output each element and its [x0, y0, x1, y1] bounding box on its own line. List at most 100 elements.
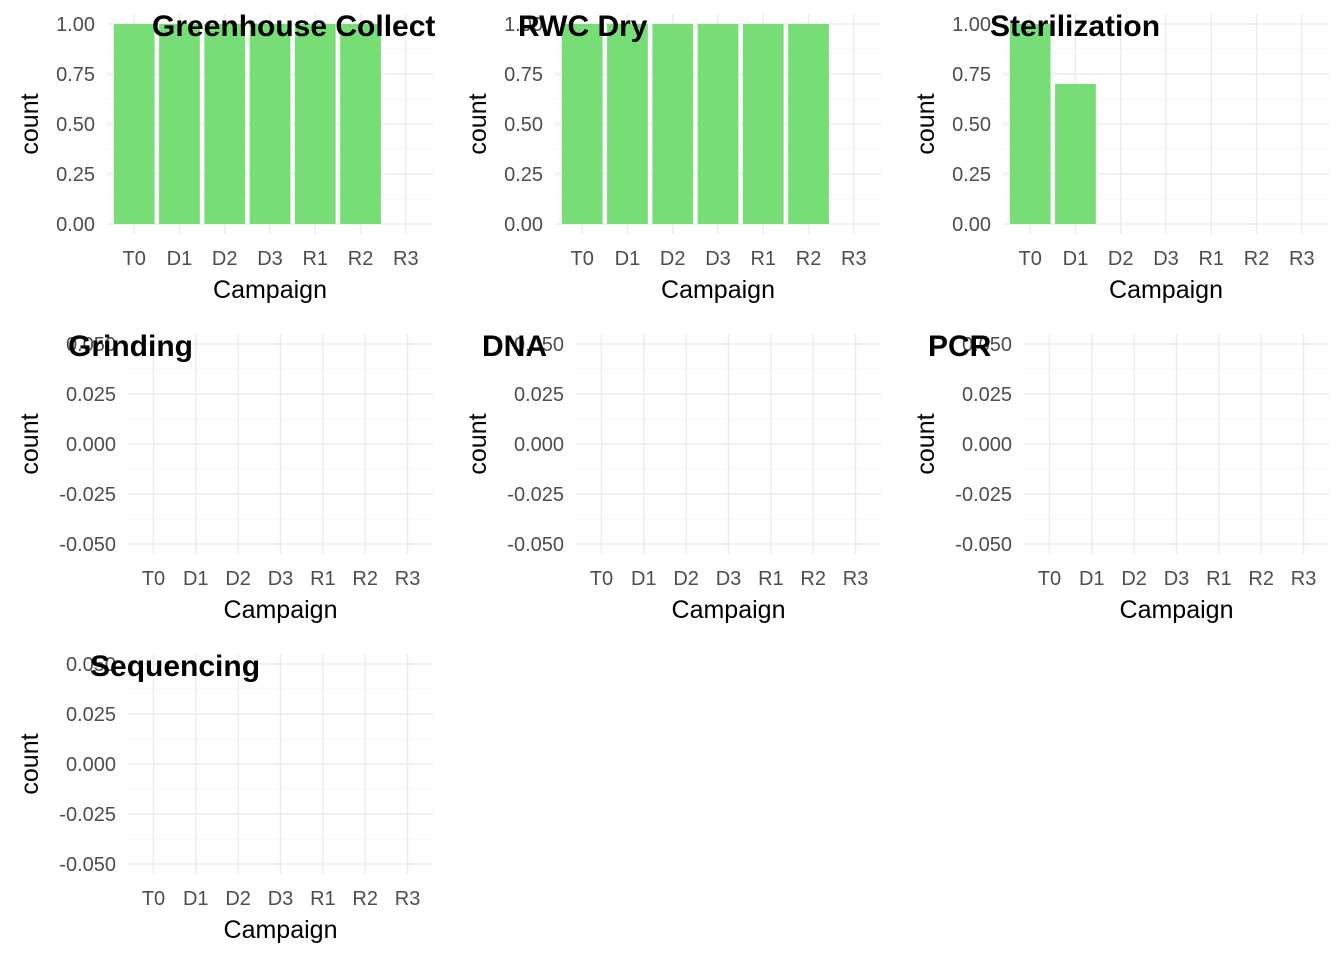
x-tick-label: R2 [1248, 568, 1274, 590]
x-tick-label: D1 [183, 568, 209, 590]
x-tick-label: R2 [796, 248, 822, 270]
x-tick-label: R3 [393, 248, 419, 270]
bar-d2 [652, 24, 694, 224]
y-tick-label: 0.00 [952, 214, 991, 236]
x-tick-label: D2 [1121, 568, 1147, 590]
panel-rwc-dry: 0.00 0.25 0.50 0.75 1.00 T0 D1 D2 D3 R1 R2 R3 Campai… [464, 10, 881, 304]
y-tick-label: 0.50 [56, 114, 95, 136]
y-tick-label: 0.25 [952, 164, 991, 186]
y-tick-label: 0.00 [504, 214, 543, 236]
y-tick-label: 0.75 [56, 64, 95, 86]
x-tick-label: R1 [310, 568, 336, 590]
y-tick-label: 0.75 [952, 64, 991, 86]
y-tick-label: -0.025 [59, 484, 116, 506]
panel-title: RWC Dry [518, 10, 648, 43]
y-tick-label: 0.025 [66, 384, 116, 406]
bar-r2 [788, 24, 829, 224]
x-tick-label: R3 [843, 568, 869, 590]
panel-title: Grinding [68, 330, 193, 363]
y-tick-label: 0.000 [962, 434, 1012, 456]
y-tick-label: 0.25 [56, 164, 95, 186]
x-axis-title: Campaign [1120, 596, 1234, 624]
x-tick-label: D1 [615, 248, 641, 270]
y-axis-title: count [16, 93, 44, 154]
x-tick-label: D3 [1153, 248, 1179, 270]
x-axis-title: Campaign [213, 276, 327, 304]
x-tick-label: R2 [352, 568, 378, 590]
x-axis-title: Campaign [672, 596, 786, 624]
y-tick-label: -0.050 [59, 854, 116, 876]
x-tick-label: D1 [631, 568, 657, 590]
y-tick-label: 0.75 [504, 64, 543, 86]
y-axis-title: count [16, 733, 44, 794]
x-tick-label: D3 [257, 248, 283, 270]
panel-title: PCR [928, 330, 992, 363]
x-tick-label: R1 [1206, 568, 1232, 590]
x-tick-label: R3 [841, 248, 867, 270]
x-tick-label: R3 [395, 888, 421, 910]
bar-t0 [1009, 24, 1051, 224]
y-tick-label: -0.050 [59, 534, 116, 556]
bar-d3 [697, 24, 739, 224]
y-tick-label: 0.000 [66, 434, 116, 456]
x-tick-label: D1 [1079, 568, 1105, 590]
x-tick-label: D3 [716, 568, 742, 590]
panel-title: DNA [482, 330, 547, 363]
x-tick-label: D2 [225, 888, 251, 910]
y-tick-label: 1.00 [952, 14, 991, 36]
bar-d3 [249, 24, 291, 224]
panel-title: Sterilization [990, 10, 1160, 43]
x-tick-label: D1 [1063, 248, 1089, 270]
y-tick-label: 0.00 [56, 214, 95, 236]
x-axis-title: Campaign [661, 276, 775, 304]
bar-t0 [561, 24, 603, 224]
y-axis-title: count [912, 93, 940, 154]
x-tick-label: R2 [1244, 248, 1270, 270]
panel-dna: -0.050 -0.025 0.000 0.025 0.050 T0 D1 D2 D3 R1 R2 R… [464, 330, 881, 624]
bar-d2 [204, 24, 246, 224]
x-tick-label: R2 [352, 888, 378, 910]
x-tick-label: R1 [1198, 248, 1224, 270]
x-tick-label: T0 [590, 568, 613, 590]
panel-title: Sequencing [90, 650, 260, 683]
x-tick-label: D2 [212, 248, 238, 270]
x-tick-label: T0 [1038, 568, 1061, 590]
x-tick-label: R3 [395, 568, 421, 590]
x-tick-label: D2 [1108, 248, 1134, 270]
x-tick-label: R2 [800, 568, 826, 590]
x-tick-label: D3 [1164, 568, 1190, 590]
y-tick-label: 0.50 [952, 114, 991, 136]
x-tick-label: D1 [167, 248, 193, 270]
y-tick-label: -0.025 [507, 484, 564, 506]
bar-d1 [607, 24, 648, 224]
y-tick-label: 0.25 [504, 164, 543, 186]
bar-r1 [294, 24, 336, 224]
x-axis-title: Campaign [224, 596, 338, 624]
y-tick-label: 0.000 [514, 434, 564, 456]
panel-grinding: -0.050 -0.025 0.000 0.025 0.050 T0 D1 D2 D3 R1 R2 R… [16, 330, 433, 624]
bar-d1 [159, 24, 200, 224]
x-tick-label: R1 [302, 248, 328, 270]
x-tick-label: D3 [705, 248, 731, 270]
x-tick-label: D1 [183, 888, 209, 910]
y-tick-label: 0.025 [514, 384, 564, 406]
y-axis-title: count [464, 93, 492, 154]
x-tick-label: R3 [1291, 568, 1317, 590]
y-tick-label: 1.00 [504, 14, 543, 36]
x-tick-label: R1 [750, 248, 776, 270]
bar-t0 [113, 24, 155, 224]
y-tick-label: 0.050 [66, 334, 116, 356]
y-tick-label: 0.050 [962, 334, 1012, 356]
panel-greenhouse-collect: 0.00 0.25 0.50 0.75 1.00 T0 D1 D2 D3 R1 R2 R3 Campai… [16, 10, 435, 304]
x-tick-label: D3 [268, 888, 294, 910]
y-tick-label: 1.00 [56, 14, 95, 36]
y-tick-label: 0.025 [66, 704, 116, 726]
x-tick-label: D3 [268, 568, 294, 590]
y-tick-label: 0.025 [962, 384, 1012, 406]
y-tick-label: 0.050 [514, 334, 564, 356]
x-tick-label: R1 [310, 888, 336, 910]
panel-pcr: -0.050 -0.025 0.000 0.025 0.050 T0 D1 D2 D3 R1 R2 R… [912, 330, 1329, 624]
y-axis-title: count [16, 413, 44, 474]
bar-r2 [340, 24, 381, 224]
